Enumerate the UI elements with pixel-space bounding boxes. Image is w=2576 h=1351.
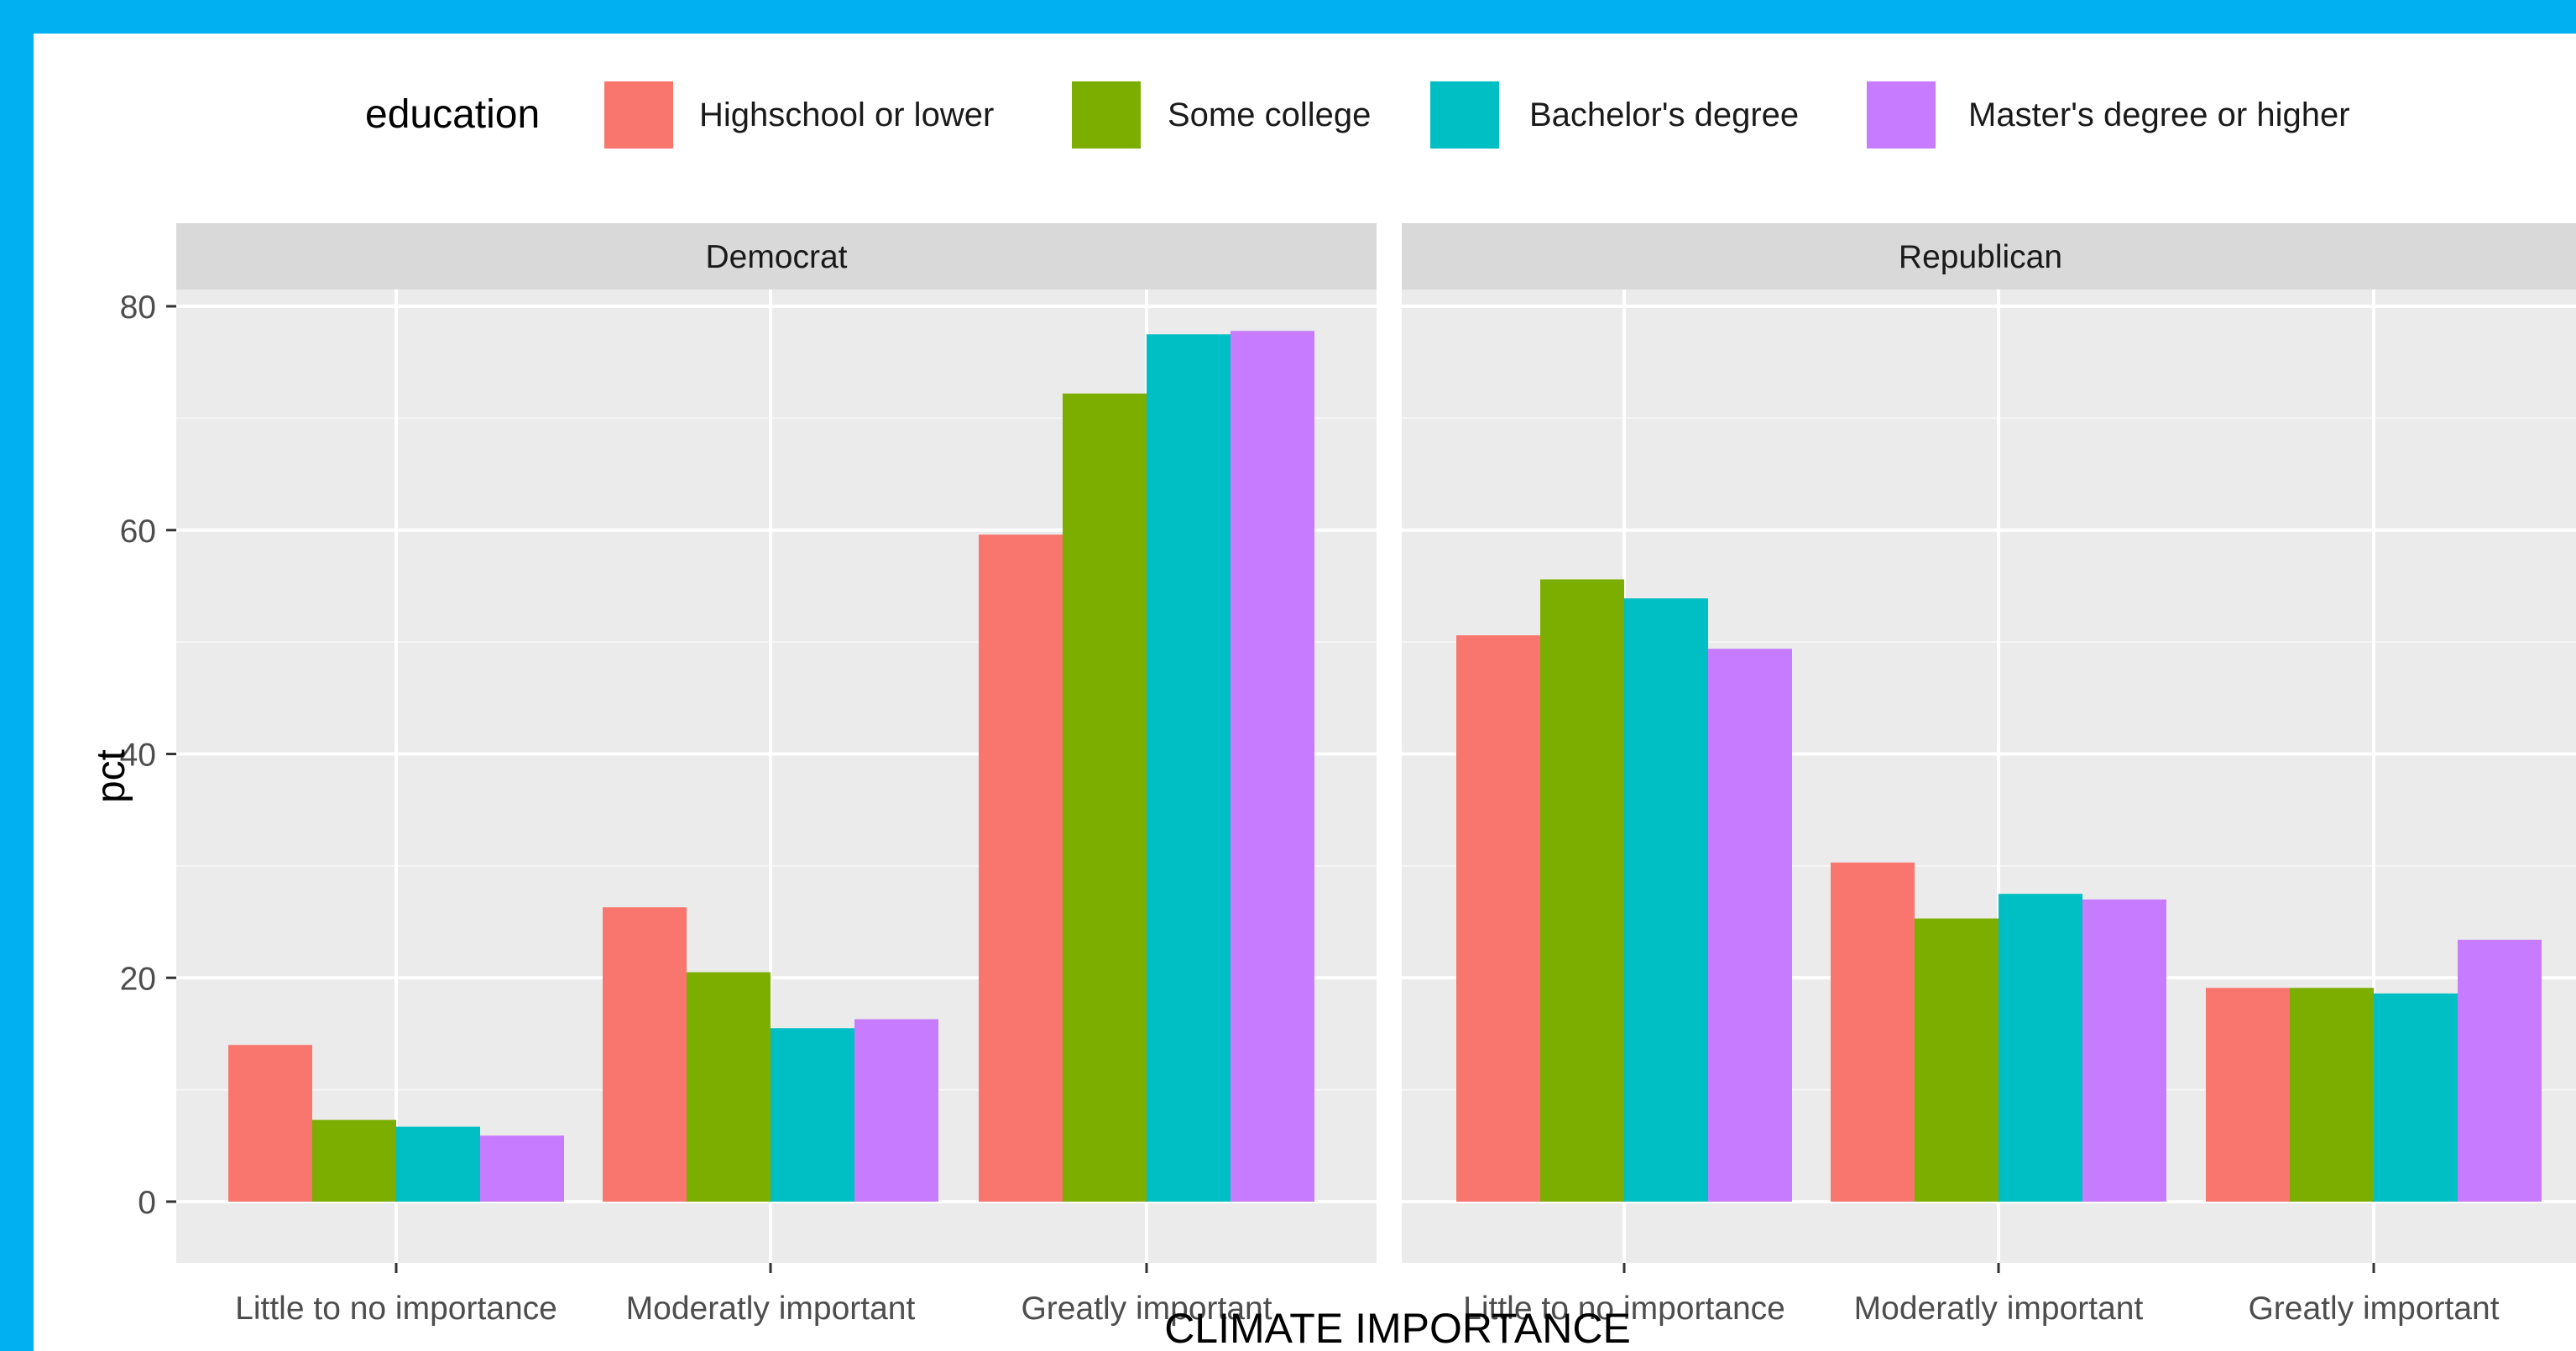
y-tick-label: 20 [120,961,156,997]
x-tick-label: Moderatly important [626,1291,916,1327]
x-axis-title: CLIMATE IMPORTANCE [1164,1305,1631,1351]
legend-label-3: Master's degree or higher [1968,96,2350,133]
bar-democrat-2-2 [1147,334,1231,1202]
bar-democrat-3-0 [480,1135,564,1202]
legend-label-2: Bachelor's degree [1529,96,1799,133]
x-tick-label: Little to no importance [1463,1291,1785,1327]
bar-republican-1-2 [2290,988,2374,1202]
bar-republican-2-2 [2374,993,2458,1202]
bar-republican-0-2 [2206,988,2290,1202]
legend-label-1: Some college [1168,96,1371,133]
bar-republican-2-0 [1624,598,1708,1202]
y-tick-label: 0 [138,1185,156,1221]
bar-democrat-1-2 [1063,394,1147,1202]
bar-democrat-0-1 [603,907,687,1202]
chart-frame: education Highschool or lower Some college… [34,34,2576,1351]
y-tick-label: 80 [120,290,156,326]
bar-republican-0-0 [1456,635,1540,1202]
legend-swatch-1 [1072,81,1141,149]
bar-republican-1-0 [1540,579,1624,1202]
bar-democrat-3-1 [854,1019,938,1202]
legend-swatch-3 [1867,81,1936,149]
faceted-bar-chart: education Highschool or lower Some college… [89,81,2576,1351]
bar-democrat-0-2 [979,535,1063,1202]
bar-republican-2-1 [1999,894,2082,1202]
facet-label-1: Republican [1899,239,2062,275]
bar-republican-3-1 [2082,899,2166,1202]
y-axis-title: pct [89,749,133,803]
bar-republican-3-0 [1708,649,1792,1202]
legend-swatch-0 [604,81,673,149]
x-tick-label: Greatly important [1021,1291,1272,1327]
facet-label-0: Democrat [705,239,847,275]
x-tick-label: Greatly important [2248,1291,2499,1327]
bar-republican-0-1 [1831,862,1915,1202]
bar-democrat-3-2 [1231,331,1314,1202]
bar-democrat-1-1 [687,972,771,1202]
bar-republican-3-2 [2458,939,2542,1202]
facet-strip-0 [176,223,1377,290]
x-tick-label: Little to no importance [235,1291,557,1327]
legend-swatch-2 [1430,81,1499,149]
bar-democrat-0-0 [228,1045,312,1202]
bar-democrat-2-1 [771,1028,854,1202]
facet-strip-1 [1402,223,2576,290]
y-tick-label: 40 [120,738,156,774]
bar-republican-1-1 [1915,918,1999,1202]
x-tick-label: Moderatly important [1854,1291,2144,1327]
bar-democrat-1-0 [312,1119,396,1202]
legend-title: education [365,92,540,137]
y-tick-label: 60 [120,514,156,550]
bar-democrat-2-0 [396,1126,480,1202]
legend-label-0: Highschool or lower [699,96,994,133]
